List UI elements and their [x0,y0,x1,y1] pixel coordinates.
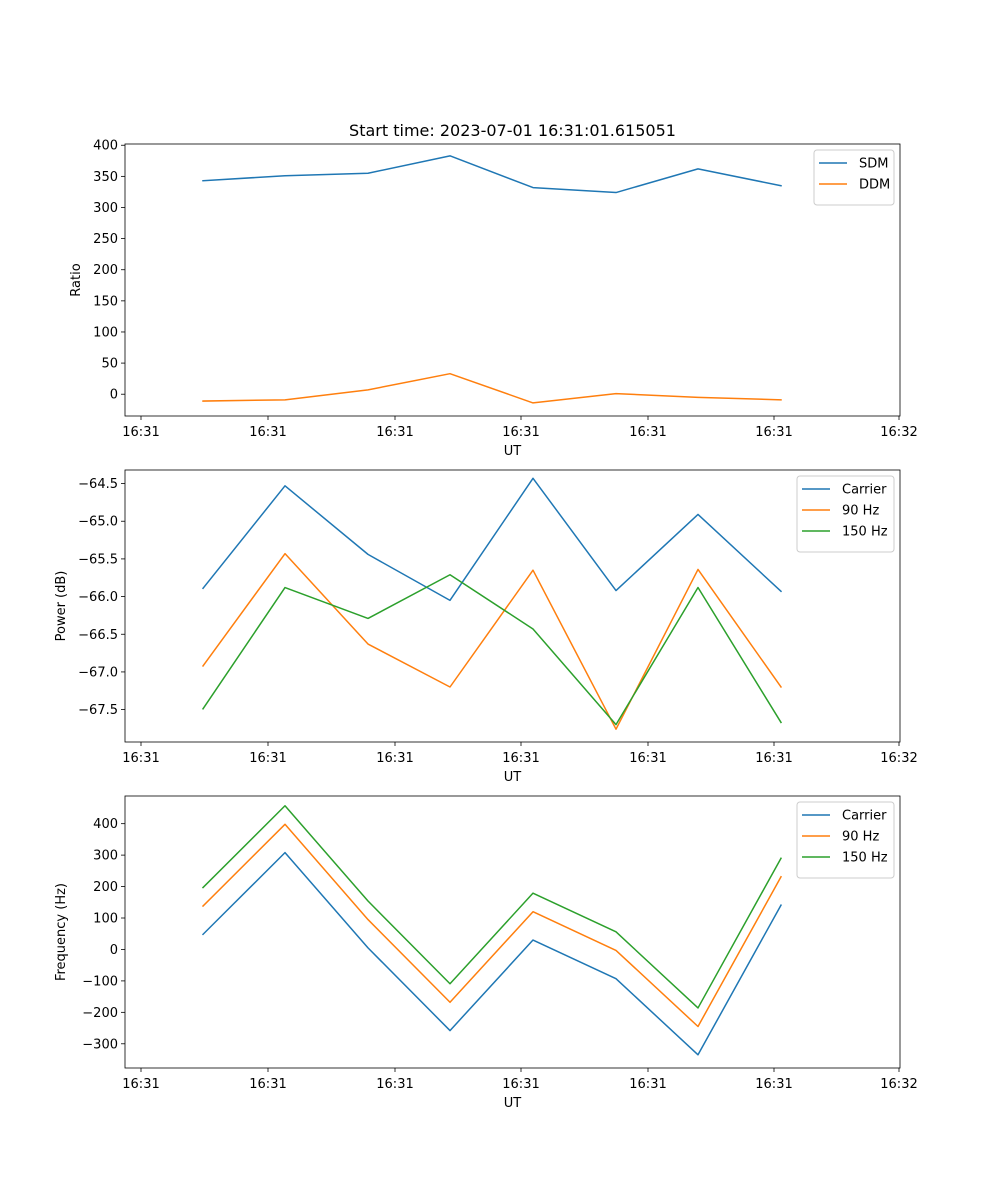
legend-label: 150 Hz [842,525,888,540]
series-line-carrier [201,477,783,602]
y-tick-label: −100 [82,974,118,989]
axes-frame [124,469,901,743]
y-tick-label: −67.0 [78,665,118,680]
y-axis-label: Frequency (Hz) [54,883,69,981]
x-tick-label: 16:32 [880,751,917,766]
x-tick-label: 16:31 [502,425,539,440]
y-axis-label: Ratio [69,263,84,296]
y-tick-label: −200 [82,1006,118,1021]
x-tick-label: 16:31 [755,425,792,440]
y-tick-label: −66.0 [78,590,118,605]
x-tick-label: 16:31 [122,1077,159,1092]
series-line-150-hz [201,573,783,726]
y-tick-label: 150 [93,294,118,309]
y-tick-label: 0 [110,388,118,403]
series-line-ddm [202,372,782,404]
y-axis-label: Power (dB) [54,571,69,642]
y-tick-label: −67.5 [78,703,118,718]
axes-frame [124,795,901,1069]
x-tick-label: 16:31 [122,425,159,440]
y-tick-label: 200 [93,880,118,895]
legend-label: 90 Hz [842,504,879,519]
y-tick-label: 250 [93,232,118,247]
y-tick-label: 100 [93,912,118,927]
x-axis-label: UT [504,1096,522,1111]
y-tick-label: 300 [93,201,118,216]
panel-1: Start time: 2023-07-01 16:31:01.615051 16… [69,121,918,459]
x-tick-label: 16:31 [502,751,539,766]
x-tick-label: 16:32 [880,425,917,440]
x-tick-label: 16:31 [629,751,666,766]
x-tick-label: 16:31 [629,425,666,440]
y-tick-label: 0 [110,943,118,958]
chart-title: Start time: 2023-07-01 16:31:01.615051 [349,121,676,140]
legend-label: DDM [859,178,890,193]
x-axis-label: UT [504,444,522,459]
series-line-carrier [201,851,783,1056]
x-tick-label: 16:31 [755,751,792,766]
y-tick-label: −300 [82,1037,118,1052]
legend: SDM DDM [813,149,895,206]
y-tick-label: 200 [93,263,118,278]
series-line-150-hz [201,805,783,1009]
legend: Carrier 90 Hz 150 Hz [796,475,895,553]
y-tick-label: −64.5 [78,477,118,492]
panel-3: 16:31 16:31 16:31 16:31 16:31 16:31 16:32 −300 −… [54,795,918,1111]
series-line-90-hz [201,552,783,730]
y-tick-label: 100 [93,325,118,340]
y-tick-label: 300 [93,849,118,864]
x-tick-label: 16:31 [376,1077,413,1092]
legend: Carrier 90 Hz 150 Hz [796,801,895,879]
y-tick-label: 350 [93,170,118,185]
legend-box [796,475,895,553]
panel-2: 16:31 16:31 16:31 16:31 16:31 16:31 16:32 −67.5… [54,469,918,785]
x-tick-label: 16:32 [880,1077,917,1092]
y-tick-label: −65.0 [78,515,118,530]
x-tick-label: 16:31 [755,1077,792,1092]
x-tick-label: 16:31 [122,751,159,766]
series-line-90-hz [201,823,783,1028]
legend-label: Carrier [842,809,887,824]
x-tick-label: 16:31 [249,751,286,766]
x-tick-label: 16:31 [629,1077,666,1092]
x-tick-label: 16:31 [376,751,413,766]
y-tick-label: 50 [101,357,118,372]
axes-frame [124,143,901,417]
legend-box [796,801,895,879]
y-tick-label: −65.5 [78,552,118,567]
legend-label: 90 Hz [842,830,879,845]
legend-label: 150 Hz [842,851,888,866]
x-tick-label: 16:31 [249,425,286,440]
legend-label: SDM [859,157,888,172]
x-tick-label: 16:31 [376,425,413,440]
y-tick-label: −66.5 [78,628,118,643]
x-tick-label: 16:31 [249,1077,286,1092]
y-tick-label: 400 [93,817,118,832]
series-line-sdm [202,155,782,194]
legend-label: Carrier [842,483,887,498]
x-tick-label: 16:31 [502,1077,539,1092]
x-axis-label: UT [504,770,522,785]
y-tick-label: 400 [93,139,118,154]
